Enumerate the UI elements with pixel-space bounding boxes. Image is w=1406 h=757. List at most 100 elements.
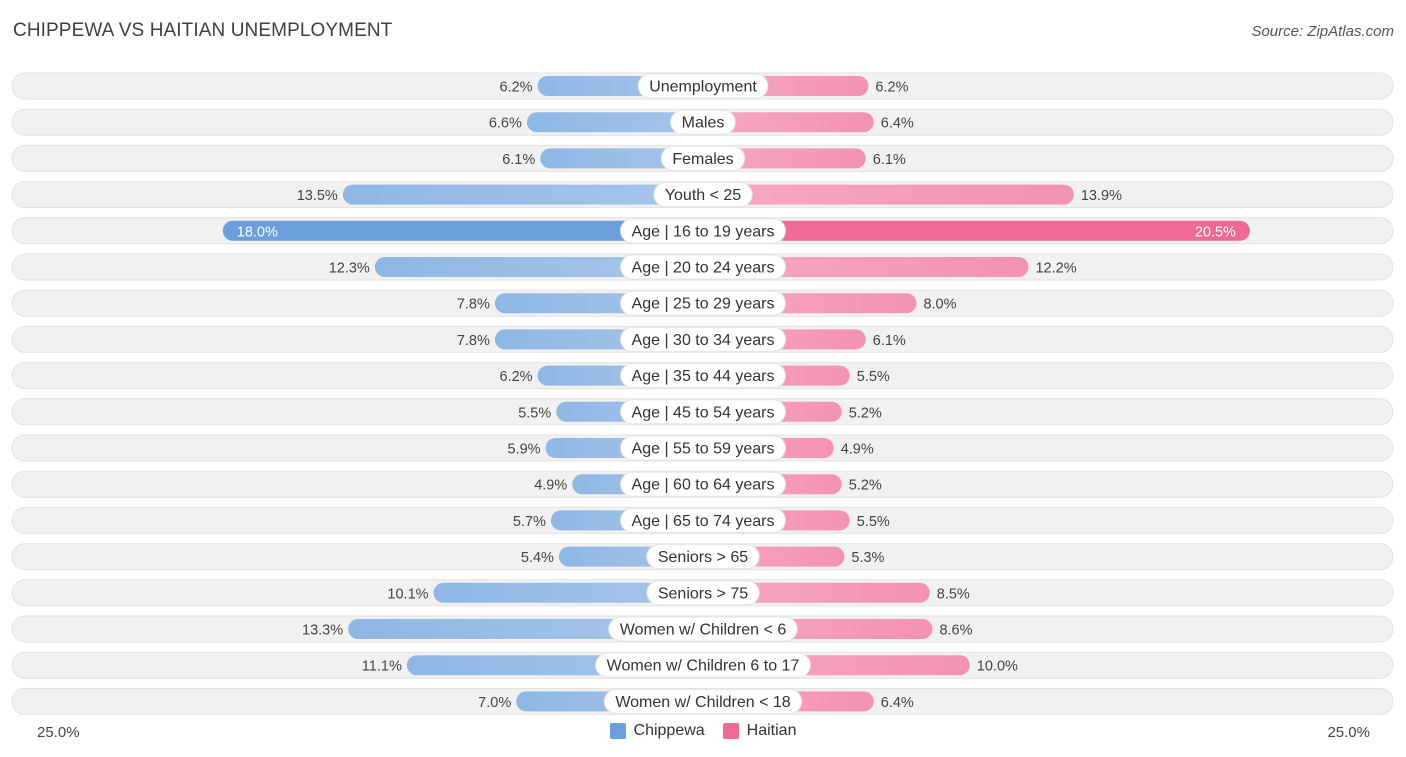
category-pill xyxy=(646,544,760,570)
legend-item-chippewa[interactable]: Chippewa xyxy=(609,722,705,740)
category-pill xyxy=(595,652,811,678)
chippewa-value-label: 13.5% xyxy=(297,188,338,204)
category-label: Age | 60 to 64 years xyxy=(632,477,775,494)
category-label: Seniors > 65 xyxy=(658,549,748,566)
haitian-value-label: 5.2% xyxy=(849,478,882,494)
category-pill xyxy=(620,254,786,280)
bar-row: 7.8% 6.1% Age | 30 to 34 years xyxy=(11,325,1394,353)
category-pill xyxy=(620,363,786,389)
category-label: Unemployment xyxy=(649,79,757,96)
haitian-value-label: 12.2% xyxy=(1035,261,1076,277)
category-pill xyxy=(608,616,798,642)
haitian-value-label: 6.1% xyxy=(873,333,906,349)
category-label: Females xyxy=(672,151,733,168)
category-label: Age | 45 to 54 years xyxy=(632,404,775,421)
category-pill xyxy=(603,688,803,714)
category-pill xyxy=(620,507,786,533)
chippewa-value-label: 18.0% xyxy=(237,224,278,240)
haitian-value-label: 5.5% xyxy=(857,514,890,530)
bar-row: 13.3% 8.6% Women w/ Children < 6 xyxy=(11,615,1394,643)
chippewa-value-label: 12.3% xyxy=(329,261,370,277)
bar-row: 6.2% 6.2% Unemployment xyxy=(11,72,1394,100)
legend-swatch-chippewa xyxy=(609,723,626,739)
chippewa-bar xyxy=(222,220,713,241)
category-label: Youth < 25 xyxy=(665,187,741,204)
chippewa-value-label: 5.9% xyxy=(508,442,541,458)
category-label: Males xyxy=(682,115,725,132)
category-pill xyxy=(620,435,786,461)
category-label: Seniors > 75 xyxy=(658,585,748,602)
haitian-value-label: 8.5% xyxy=(937,586,970,602)
bar-row: 6.6% 6.4% Males xyxy=(11,108,1394,136)
bar-row: 6.1% 6.1% Females xyxy=(11,144,1394,172)
bar-row: 5.5% 5.2% Age | 45 to 54 years xyxy=(11,398,1394,426)
category-pill xyxy=(653,182,753,208)
bar-row: 7.8% 8.0% Age | 25 to 29 years xyxy=(11,289,1394,317)
bar-row: 6.2% 5.5% Age | 35 to 44 years xyxy=(11,362,1394,390)
bar-row: 4.9% 5.2% Age | 60 to 64 years xyxy=(11,470,1394,498)
haitian-value-label: 8.0% xyxy=(923,297,956,313)
haitian-value-label: 20.5% xyxy=(1195,224,1236,240)
category-pill xyxy=(646,580,760,606)
chippewa-bar xyxy=(526,112,713,133)
category-label: Age | 16 to 19 years xyxy=(632,223,775,240)
category-pill xyxy=(660,145,746,171)
chippewa-value-label: 4.9% xyxy=(534,478,567,494)
haitian-value-label: 6.1% xyxy=(873,152,906,168)
chippewa-value-label: 5.5% xyxy=(518,405,551,421)
chippewa-value-label: 10.1% xyxy=(387,586,428,602)
category-label: Age | 25 to 29 years xyxy=(632,296,775,313)
category-label: Women w/ Children < 6 xyxy=(620,622,787,639)
bar-row: 13.5% 13.9% Youth < 25 xyxy=(11,181,1394,209)
haitian-value-label: 5.3% xyxy=(851,550,884,566)
chippewa-value-label: 13.3% xyxy=(302,623,343,639)
chart-title: CHIPPEWA VS HAITIAN UNEMPLOYMENT xyxy=(13,20,393,41)
haitian-value-label: 6.2% xyxy=(875,80,908,96)
chippewa-value-label: 7.8% xyxy=(457,297,490,313)
haitian-value-label: 6.4% xyxy=(881,695,914,711)
bar-row: 10.1% 8.5% Seniors > 75 xyxy=(11,579,1394,607)
haitian-value-label: 5.5% xyxy=(857,369,890,385)
axis-left-label: 25.0% xyxy=(37,724,80,741)
bar-row: 11.1% 10.0% Women w/ Children 6 to 17 xyxy=(11,651,1394,679)
legend-swatch-haitian xyxy=(722,723,739,739)
haitian-bar xyxy=(693,112,874,133)
bar-row: 5.7% 5.5% Age | 65 to 74 years xyxy=(11,506,1394,534)
legend: Chippewa Haitian xyxy=(0,722,1406,740)
haitian-value-label: 5.2% xyxy=(849,405,882,421)
chippewa-value-label: 6.1% xyxy=(502,152,535,168)
haitian-bar xyxy=(693,184,1074,205)
chippewa-value-label: 7.8% xyxy=(457,333,490,349)
chippewa-value-label: 6.2% xyxy=(500,369,533,385)
category-pill xyxy=(620,471,786,497)
haitian-value-label: 8.6% xyxy=(939,623,972,639)
category-label: Women w/ Children < 18 xyxy=(615,694,790,711)
chart-source: Source: ZipAtlas.com xyxy=(1251,23,1394,40)
axis-right-label: 25.0% xyxy=(1327,724,1370,741)
category-pill xyxy=(670,109,736,135)
category-pill xyxy=(620,326,786,352)
category-label: Age | 35 to 44 years xyxy=(632,368,775,385)
chippewa-bar xyxy=(342,184,713,205)
bar-row: 5.4% 5.3% Seniors > 65 xyxy=(11,543,1394,571)
chippewa-value-label: 11.1% xyxy=(362,659,402,675)
category-pill xyxy=(620,399,786,425)
legend-item-haitian[interactable]: Haitian xyxy=(722,722,797,740)
category-pill xyxy=(620,290,786,316)
category-pill xyxy=(637,73,769,99)
legend-label-haitian: Haitian xyxy=(746,722,797,739)
legend-label-chippewa: Chippewa xyxy=(633,722,705,739)
bar-row: 18.0% 20.5% Age | 16 to 19 years xyxy=(11,217,1394,245)
bar-row: 7.0% 6.4% Women w/ Children < 18 xyxy=(11,687,1394,715)
chippewa-value-label: 6.2% xyxy=(500,80,533,96)
category-label: Women w/ Children 6 to 17 xyxy=(607,658,800,675)
haitian-value-label: 4.9% xyxy=(841,442,874,458)
category-pill xyxy=(620,218,786,244)
haitian-value-label: 13.9% xyxy=(1081,188,1122,204)
chippewa-value-label: 5.4% xyxy=(521,550,554,566)
haitian-bar xyxy=(693,220,1250,241)
category-label: Age | 30 to 34 years xyxy=(632,332,775,349)
bar-row: 12.3% 12.2% Age | 20 to 24 years xyxy=(11,253,1394,281)
